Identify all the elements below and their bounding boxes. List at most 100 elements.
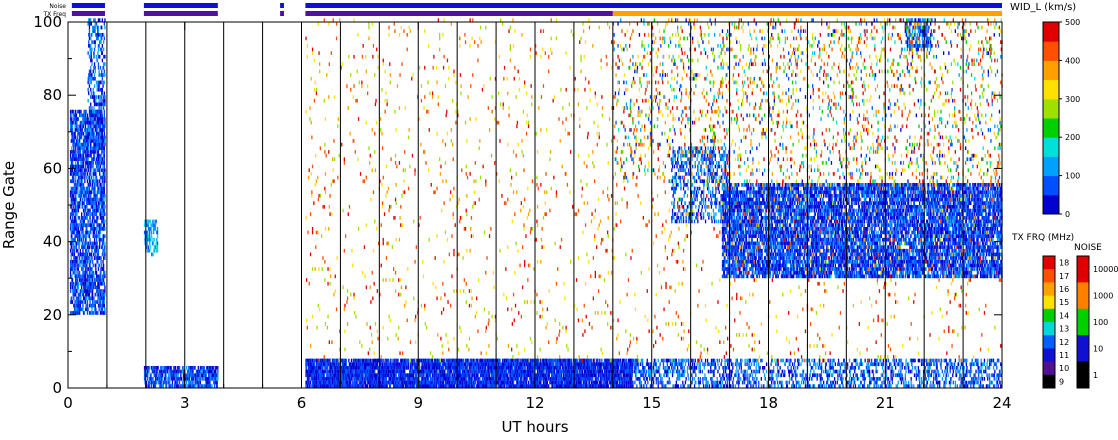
data-cell — [89, 73, 90, 77]
data-cell — [462, 362, 463, 366]
data-cell — [382, 381, 383, 385]
data-cell — [551, 362, 552, 366]
data-cell — [211, 384, 212, 388]
data-cell — [90, 59, 91, 63]
data-cell — [73, 245, 74, 249]
data-cell — [85, 165, 86, 169]
data-cell — [504, 384, 505, 388]
data-cell — [96, 201, 97, 205]
data-cell — [79, 223, 80, 227]
data-cell — [195, 377, 196, 381]
data-cell — [388, 366, 389, 370]
data-cell — [104, 154, 105, 158]
data-cell — [104, 92, 105, 96]
data-cell — [208, 381, 209, 385]
data-cell — [70, 311, 71, 315]
data-cell — [166, 384, 167, 388]
data-cell — [166, 381, 167, 385]
data-cell — [88, 245, 89, 249]
data-cell — [94, 103, 95, 107]
data-cell — [91, 81, 92, 85]
data-cell — [73, 271, 74, 275]
data-cell — [147, 366, 148, 370]
data-cell — [88, 154, 89, 158]
data-cell — [75, 128, 76, 132]
data-cell — [93, 234, 94, 238]
data-cell — [316, 366, 317, 370]
data-cell — [71, 194, 72, 198]
data-cell — [544, 373, 545, 377]
data-cell — [475, 381, 476, 385]
data-cell — [527, 373, 528, 377]
data-cell — [93, 190, 94, 194]
data-cell — [86, 267, 87, 271]
data-cell — [85, 114, 86, 118]
data-cell — [398, 377, 399, 381]
data-cell — [86, 227, 87, 231]
data-cell — [97, 242, 98, 246]
data-cell — [153, 231, 154, 235]
data-cell — [382, 366, 383, 370]
data-cell — [149, 242, 150, 246]
data-cell — [104, 165, 105, 169]
data-cell — [80, 176, 81, 180]
data-cell — [197, 370, 198, 374]
data-cell — [526, 362, 527, 366]
data-cell — [403, 384, 404, 388]
data-cell — [82, 231, 83, 235]
data-cell — [463, 366, 464, 370]
data-cell — [92, 289, 93, 293]
data-cell — [74, 114, 75, 118]
data-cell — [148, 234, 149, 238]
data-cell — [101, 48, 102, 52]
data-cell — [104, 297, 105, 301]
data-cell — [80, 132, 81, 136]
data-cell — [215, 366, 216, 370]
data-cell — [88, 234, 89, 238]
data-cell — [91, 154, 92, 158]
data-cell — [82, 260, 83, 264]
data-cell — [100, 231, 101, 235]
data-cell — [350, 381, 351, 385]
data-cell — [103, 253, 104, 257]
data-cell — [100, 88, 101, 92]
data-cell — [98, 29, 99, 33]
data-cell — [88, 220, 89, 224]
data-cell — [104, 223, 105, 227]
data-cell — [83, 238, 84, 242]
data-cell — [76, 256, 77, 260]
data-cell — [363, 359, 364, 363]
data-cell — [78, 282, 79, 286]
data-cell — [95, 121, 96, 125]
data-cell — [81, 238, 82, 242]
data-cell — [161, 370, 162, 374]
data-cell — [103, 66, 104, 70]
data-cell — [73, 242, 74, 246]
data-cell — [503, 370, 504, 374]
noise-strip-segment — [144, 3, 218, 8]
data-cell — [88, 44, 89, 48]
data-cell — [76, 114, 77, 118]
data-cell — [100, 81, 101, 85]
data-cell — [460, 370, 461, 374]
data-cell — [78, 117, 79, 121]
data-cell — [93, 205, 94, 209]
data-cell — [97, 187, 98, 191]
data-cell — [91, 110, 92, 114]
data-cell — [494, 373, 495, 377]
data-cell — [477, 370, 478, 374]
data-cell — [388, 359, 389, 363]
data-cell — [92, 187, 93, 191]
data-cell — [347, 377, 348, 381]
data-cell — [377, 362, 378, 366]
data-cell — [443, 366, 444, 370]
data-cell — [371, 373, 372, 377]
data-cell — [99, 84, 100, 88]
data-cell — [342, 362, 343, 366]
data-cell — [78, 161, 79, 165]
data-cell — [95, 179, 96, 183]
data-cell — [91, 125, 92, 129]
data-cell — [93, 223, 94, 227]
data-cell — [390, 377, 391, 381]
data-cell — [88, 81, 89, 85]
